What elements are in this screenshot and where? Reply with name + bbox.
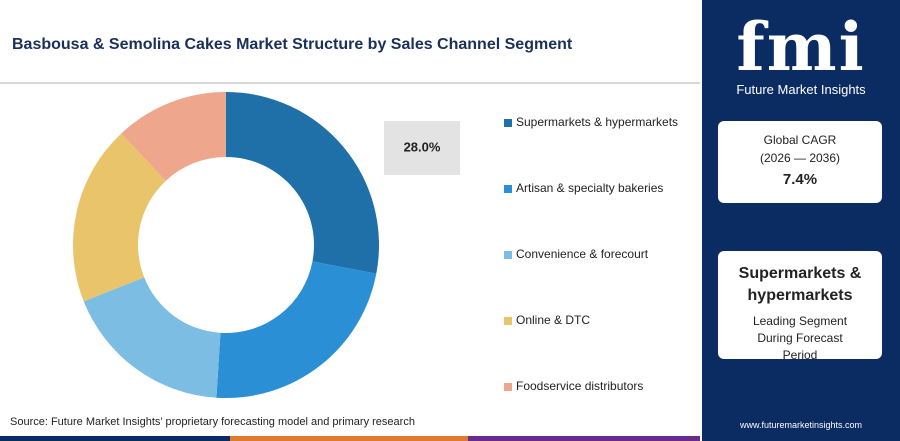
donut-segment [73, 133, 166, 302]
legend-label: Supermarkets & hypermarkets [516, 115, 678, 129]
cagr-value: 7.4% [782, 171, 818, 188]
cagr-box: Global CAGR (2026 — 2036) 7.4% [718, 121, 882, 203]
footer-strip [230, 436, 468, 441]
callout-box [384, 121, 460, 175]
footer-strip [0, 436, 230, 441]
segment-note: Leading Segment During Forecast Period [752, 314, 848, 362]
legend-swatch [504, 383, 512, 391]
donut-segment [83, 277, 221, 398]
footer-strip [468, 436, 700, 441]
legend-swatch [504, 119, 512, 127]
chart: Basbousa & Semolina Cakes Market Structu… [0, 36, 700, 441]
legend-label: Online & DTC [516, 313, 590, 327]
url: www.futuremarketinsights.com [739, 420, 863, 430]
source: Source: Future Market Insights’ propriet… [10, 416, 415, 428]
brand-name: Future Market Insights [736, 82, 866, 97]
donut-segment [226, 92, 380, 274]
chart-title: Basbousa & Semolina Cakes Market Structu… [12, 36, 573, 53]
sidebar: fmi Future Market Insights Global CAGR (… [702, 0, 900, 441]
legend-label: Convenience & forecourt [516, 247, 649, 261]
segment: Supermarkets & hypermarkets [738, 265, 862, 304]
brand-logo: fmi [736, 8, 866, 86]
legend-label: Foodservice distributors [516, 379, 643, 393]
cagr-label: Global CAGR [763, 133, 837, 147]
callout-label: 28.0% [404, 139, 441, 154]
legend-swatch [504, 251, 512, 259]
legend-swatch [504, 185, 512, 193]
cagr-period: (2026 — 2036) [759, 151, 841, 165]
segment-box: Supermarkets & hypermarkets Leading Segm… [718, 251, 882, 362]
donut-segment [121, 92, 226, 181]
legend-swatch [504, 317, 512, 325]
legend-label: Artisan & specialty bakeries [516, 181, 663, 195]
donut-segment [216, 261, 377, 398]
